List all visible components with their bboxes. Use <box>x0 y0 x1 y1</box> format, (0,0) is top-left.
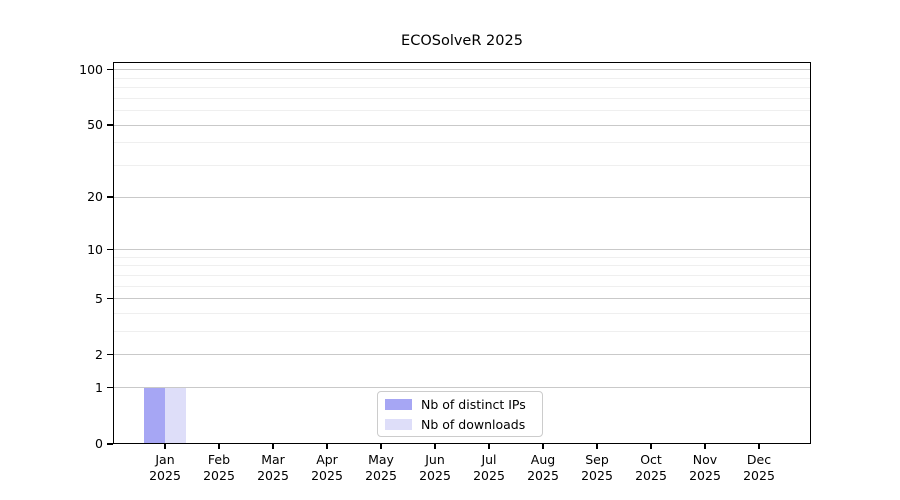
x-tick-year: 2025 <box>419 467 451 483</box>
x-tick-mark <box>596 444 598 449</box>
x-tick-year: 2025 <box>581 467 613 483</box>
x-tick-month: Apr <box>316 452 338 467</box>
gridline-minor <box>114 265 810 267</box>
y-tick-label: 0 <box>95 436 103 451</box>
legend-label-distinct-ips: Nb of distinct IPs <box>421 396 526 412</box>
x-tick-label: Feb 2025 <box>191 452 247 483</box>
x-tick-label: Jul 2025 <box>461 452 517 483</box>
bar-distinct-ips <box>144 387 165 444</box>
legend-swatch-downloads <box>385 418 412 430</box>
y-tick-mark <box>107 196 113 198</box>
x-tick-label: Sep 2025 <box>569 452 625 483</box>
x-tick-label: Dec 2025 <box>731 452 787 483</box>
gridline-major <box>114 69 810 71</box>
gridline-minor <box>114 87 810 89</box>
x-tick-year: 2025 <box>635 467 667 483</box>
x-tick-year: 2025 <box>689 467 721 483</box>
x-tick-month: Jun <box>425 452 445 467</box>
gridline-major <box>114 298 810 300</box>
plot-area <box>113 62 811 444</box>
y-tick-label: 2 <box>95 346 103 362</box>
y-tick-mark <box>107 298 113 300</box>
y-tick-mark <box>107 69 113 71</box>
y-tick-mark <box>107 124 113 126</box>
x-tick-month: May <box>368 452 394 467</box>
gridline-major <box>114 354 810 356</box>
x-tick-mark <box>488 444 490 449</box>
gridline-minor <box>114 110 810 112</box>
x-tick-month: Oct <box>640 452 662 467</box>
gridline-major <box>114 196 810 198</box>
x-tick-month: Nov <box>692 452 718 467</box>
x-tick-label: Jun 2025 <box>407 452 463 483</box>
gridline-minor <box>114 164 810 166</box>
legend-label-downloads: Nb of downloads <box>421 416 526 432</box>
y-tick-label: 1 <box>95 379 103 395</box>
x-tick-month: Sep <box>585 452 609 467</box>
x-tick-mark <box>758 444 760 449</box>
x-tick-mark <box>164 444 166 449</box>
gridline-minor <box>114 331 810 333</box>
x-tick-year: 2025 <box>365 467 397 483</box>
x-tick-mark <box>434 444 436 449</box>
x-tick-year: 2025 <box>149 467 181 483</box>
x-tick-mark <box>380 444 382 449</box>
x-tick-month: Mar <box>261 452 285 467</box>
gridline-major <box>114 387 810 389</box>
x-tick-label: Nov 2025 <box>677 452 733 483</box>
x-tick-month: Jul <box>481 452 497 467</box>
x-tick-label: Mar 2025 <box>245 452 301 483</box>
y-tick-label: 20 <box>87 189 103 205</box>
x-tick-mark <box>704 444 706 449</box>
gridline-minor <box>114 97 810 99</box>
y-tick-label: 10 <box>87 241 103 257</box>
x-tick-year: 2025 <box>311 467 343 483</box>
x-tick-label: Aug 2025 <box>515 452 571 483</box>
x-tick-month: Feb <box>207 452 231 467</box>
y-tick-mark <box>107 443 113 445</box>
y-tick-label: 50 <box>87 117 103 133</box>
gridline-major <box>114 124 810 126</box>
x-tick-mark <box>272 444 274 449</box>
gridline-minor <box>114 77 810 79</box>
legend-item-distinct-ips: Nb of distinct IPs <box>385 398 542 411</box>
x-tick-year: 2025 <box>473 467 505 483</box>
gridline-minor <box>114 256 810 258</box>
x-tick-mark <box>326 444 328 449</box>
y-tick-label: 100 <box>79 61 103 77</box>
bar-downloads <box>165 387 186 444</box>
x-tick-mark <box>542 444 544 449</box>
legend: Nb of distinct IPs Nb of downloads <box>377 391 543 437</box>
x-tick-label: Apr 2025 <box>299 452 355 483</box>
legend-swatch-distinct-ips <box>385 398 412 410</box>
x-tick-month: Aug <box>530 452 556 467</box>
gridline-minor <box>114 142 810 144</box>
y-tick-mark <box>107 354 113 356</box>
x-tick-year: 2025 <box>257 467 289 483</box>
x-tick-month: Jan <box>155 452 175 467</box>
x-tick-year: 2025 <box>743 467 775 483</box>
y-tick-mark <box>107 248 113 251</box>
x-tick-month: Dec <box>746 452 772 467</box>
x-tick-label: Oct 2025 <box>623 452 679 483</box>
legend-item-downloads: Nb of downloads <box>385 418 542 431</box>
chart-title: ECOSolveR 2025 <box>401 33 523 49</box>
gridline-minor <box>114 285 810 287</box>
x-tick-year: 2025 <box>527 467 559 483</box>
x-tick-mark <box>218 444 220 449</box>
x-tick-year: 2025 <box>203 467 235 483</box>
gridline-major <box>114 249 810 250</box>
x-tick-label: Jan 2025 <box>137 452 193 483</box>
gridline-minor <box>114 274 810 276</box>
y-tick-label: 5 <box>95 290 103 306</box>
gridline-minor <box>114 312 810 314</box>
y-tick-mark <box>107 387 113 389</box>
x-tick-label: May 2025 <box>353 452 409 483</box>
x-tick-mark <box>650 444 652 449</box>
